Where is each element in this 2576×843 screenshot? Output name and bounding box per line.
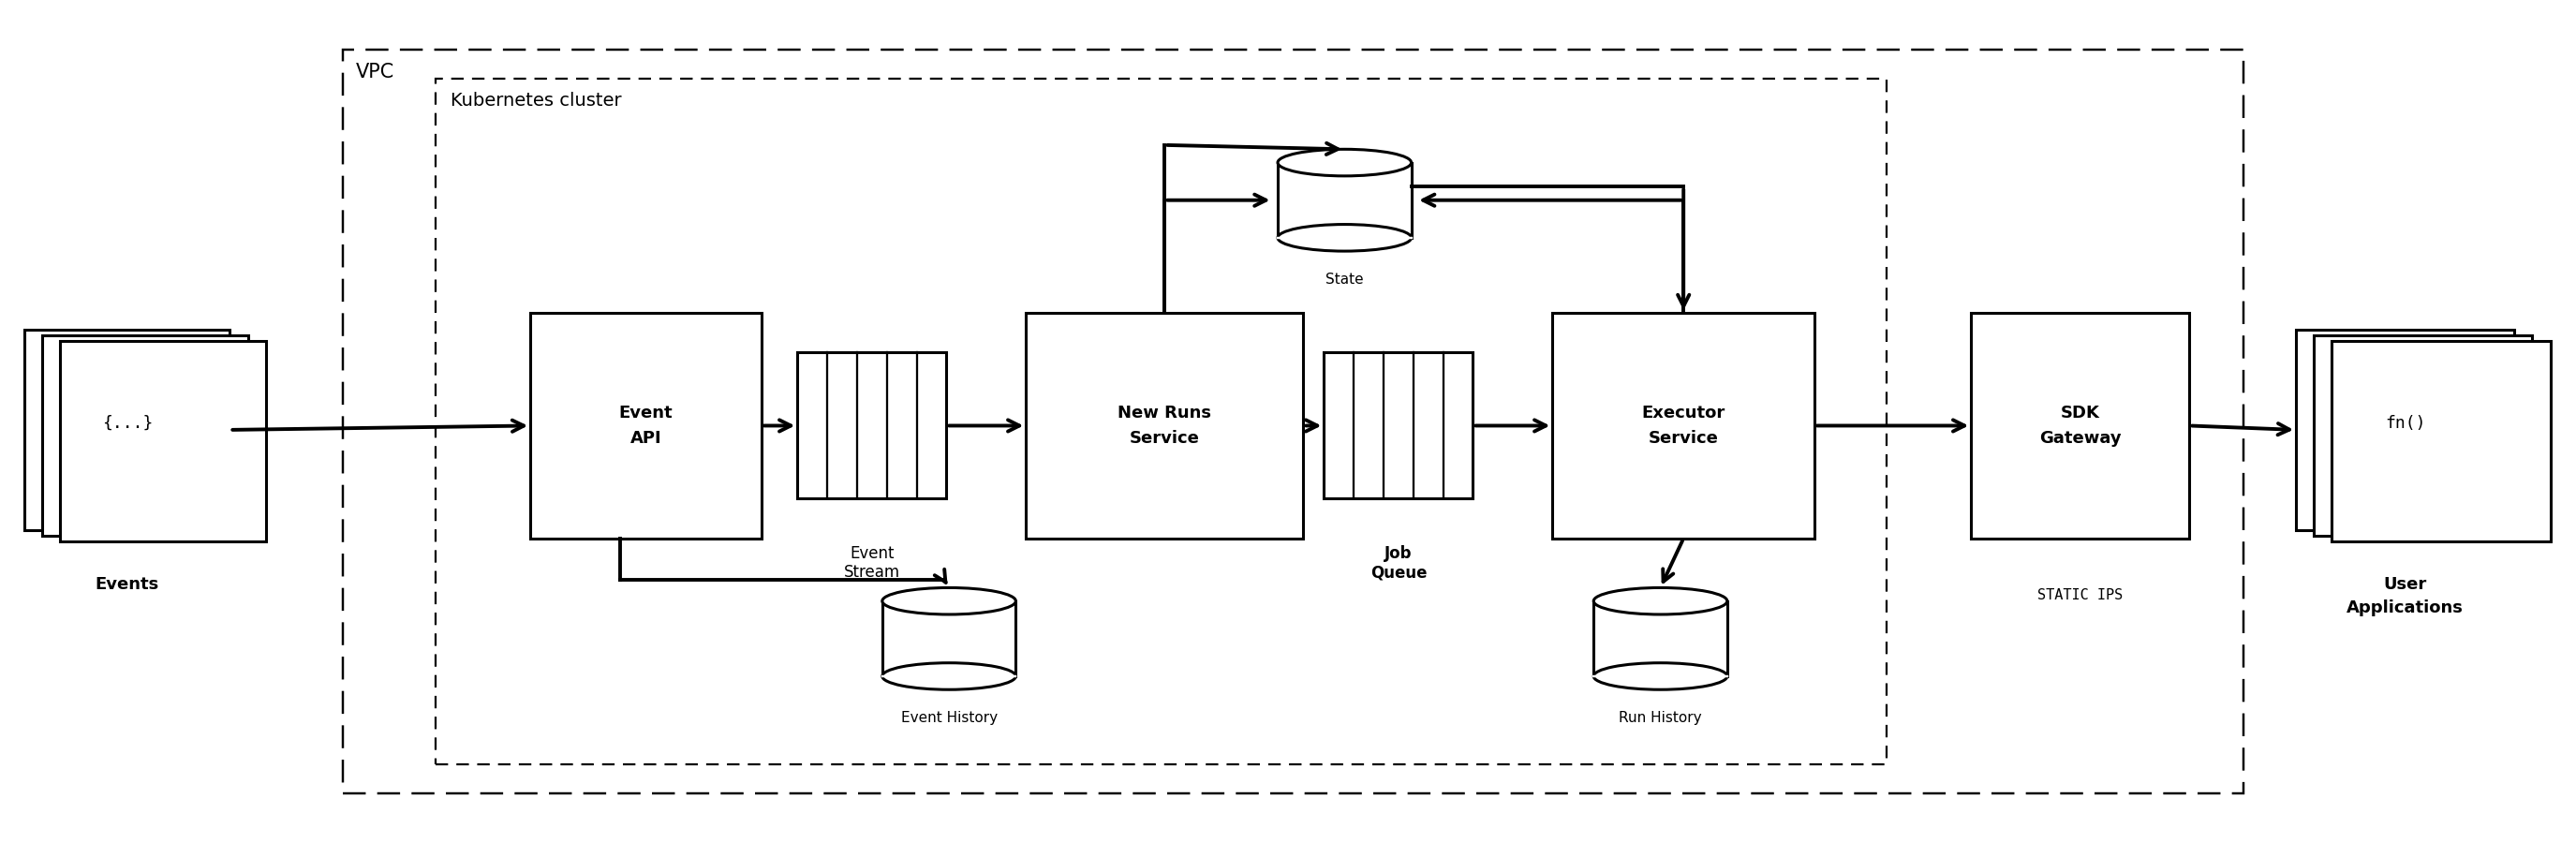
Text: fn(): fn() [2385, 415, 2427, 432]
Text: Run History: Run History [1618, 711, 1703, 725]
Ellipse shape [881, 588, 1015, 615]
Polygon shape [2295, 330, 2514, 530]
Text: Event History: Event History [902, 711, 997, 725]
Ellipse shape [1595, 588, 1726, 615]
Polygon shape [41, 336, 247, 536]
Polygon shape [59, 341, 265, 542]
Text: VPC: VPC [355, 62, 394, 81]
Bar [1324, 352, 1473, 499]
Text: {...}: {...} [100, 415, 152, 432]
Ellipse shape [1595, 663, 1726, 690]
Bar [1553, 313, 1814, 539]
Text: Events: Events [95, 576, 160, 593]
Polygon shape [2331, 341, 2550, 542]
Text: State: State [1327, 273, 1363, 287]
Polygon shape [2313, 336, 2532, 536]
Ellipse shape [1278, 224, 1412, 251]
Ellipse shape [881, 663, 1015, 690]
Ellipse shape [1278, 149, 1412, 176]
Polygon shape [23, 330, 229, 530]
Text: Executor
Service: Executor Service [1641, 405, 1726, 447]
Text: User
Applications: User Applications [2347, 576, 2463, 616]
Text: STATIC IPS: STATIC IPS [2038, 588, 2123, 603]
Text: Job
Queue: Job Queue [1370, 545, 1427, 581]
Bar [799, 352, 945, 499]
Text: SDK
Gateway: SDK Gateway [2040, 405, 2120, 447]
Bar [1971, 313, 2190, 539]
Bar [531, 313, 762, 539]
Text: Event
API: Event API [618, 405, 672, 447]
Bar [1025, 313, 1303, 539]
Text: New Runs
Service: New Runs Service [1118, 405, 1211, 447]
Text: Event
Stream: Event Stream [845, 545, 899, 581]
Text: Kubernetes cluster: Kubernetes cluster [451, 92, 621, 110]
